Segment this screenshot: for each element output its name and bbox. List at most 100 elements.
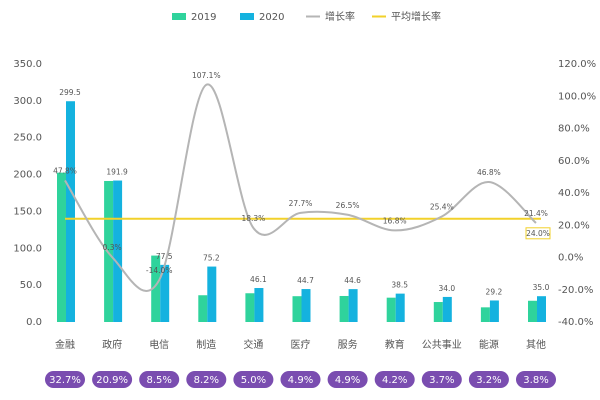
bar-2020 xyxy=(395,293,405,322)
y-tick-label: 0.0 xyxy=(26,317,42,328)
bar-2020 xyxy=(254,288,264,322)
y2-tick-label: 120.0% xyxy=(558,59,596,70)
y-tick-label: 300.0 xyxy=(13,96,42,107)
x-tick-label: 其他 xyxy=(526,338,546,351)
value-label: 299.5 xyxy=(59,88,81,97)
share-pill xyxy=(92,371,133,388)
share-pill xyxy=(468,371,509,388)
y-tick-label: 150.0 xyxy=(13,206,42,217)
share-label: 20.9% xyxy=(96,375,128,386)
x-tick-label: 制造 xyxy=(196,338,216,351)
share-label: 4.2% xyxy=(382,375,407,386)
legend-label: 增长率 xyxy=(325,10,355,23)
growth-label: 26.5% xyxy=(336,201,360,210)
y-tick-label: 200.0 xyxy=(13,170,42,181)
bar-2019 xyxy=(339,295,349,322)
bar-2019 xyxy=(292,296,302,322)
value-label: 44.6 xyxy=(344,276,361,285)
share-label: 3.7% xyxy=(429,375,454,386)
x-tick-label: 金融 xyxy=(55,338,75,351)
bar-2019 xyxy=(245,293,255,322)
value-label: 35.0 xyxy=(533,283,550,292)
x-tick-label: 电信 xyxy=(149,338,169,351)
y2-tick-label: 80.0% xyxy=(558,124,590,135)
value-label: 38.5 xyxy=(391,281,408,290)
growth-label: 21.4% xyxy=(524,209,548,218)
growth-label: 25.4% xyxy=(430,203,454,212)
x-tick-label: 公共事业 xyxy=(422,338,462,351)
legend-swatch xyxy=(240,13,254,20)
legend-label: 2020 xyxy=(259,12,284,23)
bar-2020 xyxy=(160,264,170,322)
average-label-box xyxy=(525,227,551,240)
bar-2020 xyxy=(301,289,311,322)
bar-2020 xyxy=(113,180,123,322)
share-label: 8.2% xyxy=(194,375,219,386)
share-pill xyxy=(327,371,368,388)
growth-label: 18.3% xyxy=(241,214,265,223)
growth-line xyxy=(64,83,537,292)
bar-2019 xyxy=(386,297,396,322)
y2-tick-label: -40.0% xyxy=(558,317,593,328)
share-pill xyxy=(374,371,415,388)
x-tick-label: 服务 xyxy=(338,338,358,351)
share-pill xyxy=(45,371,85,388)
x-tick-label: 能源 xyxy=(479,338,499,351)
share-pill xyxy=(233,371,274,388)
bar-2020 xyxy=(537,296,546,322)
average-label: 24.0% xyxy=(526,229,550,238)
y-tick-label: 350.0 xyxy=(13,59,42,70)
y2-tick-label: 60.0% xyxy=(558,156,590,167)
x-tick-label: 政府 xyxy=(102,338,122,351)
bar-2019 xyxy=(528,300,537,322)
bar-2019 xyxy=(433,302,443,322)
bar-2020 xyxy=(66,101,75,323)
legend-label: 平均增长率 xyxy=(391,10,441,23)
share-pill xyxy=(186,371,227,388)
growth-label: 16.8% xyxy=(383,216,407,225)
bar-2019 xyxy=(198,295,208,322)
x-tick-label: 教育 xyxy=(385,338,405,351)
value-label: 44.7 xyxy=(297,276,314,285)
share-pill xyxy=(421,371,462,388)
bar-2019 xyxy=(151,255,161,322)
value-label: 75.2 xyxy=(203,254,220,263)
value-label: 46.1 xyxy=(250,275,267,284)
share-pill xyxy=(516,371,556,388)
legend-label: 2019 xyxy=(191,12,216,23)
share-label: 8.5% xyxy=(146,375,171,386)
y-tick-label: 100.0 xyxy=(13,243,42,254)
growth-label: 27.7% xyxy=(289,199,313,208)
x-tick-label: 医疗 xyxy=(291,338,311,351)
value-label: 77.5 xyxy=(156,252,173,261)
legend-swatch xyxy=(172,13,186,20)
growth-label: 47.8% xyxy=(53,166,77,175)
share-label: 3.2% xyxy=(476,375,501,386)
bar-2019 xyxy=(57,172,66,322)
growth-label: 46.8% xyxy=(477,168,501,177)
value-label: 191.9 xyxy=(106,168,128,177)
y2-tick-label: 20.0% xyxy=(558,220,590,231)
x-tick-label: 交通 xyxy=(243,338,263,351)
share-label: 4.9% xyxy=(288,375,313,386)
value-label: 29.2 xyxy=(486,287,503,296)
growth-label: 107.1% xyxy=(192,71,221,80)
growth-label: 0.3% xyxy=(103,243,122,252)
bar-2020 xyxy=(207,266,217,322)
share-pill xyxy=(139,371,180,388)
y-tick-label: 50.0 xyxy=(20,280,42,291)
y-tick-label: 250.0 xyxy=(13,133,42,144)
growth-label: -14.0% xyxy=(146,266,173,275)
bar-2020 xyxy=(348,289,358,322)
bar-2020 xyxy=(442,296,452,322)
share-label: 32.7% xyxy=(49,375,81,386)
y2-tick-label: -20.0% xyxy=(558,285,593,296)
bar-2020 xyxy=(489,300,499,322)
share-label: 3.8% xyxy=(523,375,548,386)
share-label: 4.9% xyxy=(335,375,360,386)
y2-tick-label: 0.0% xyxy=(558,253,583,264)
value-label: 34.0 xyxy=(438,284,455,293)
share-label: 5.0% xyxy=(241,375,266,386)
y2-tick-label: 40.0% xyxy=(558,188,590,199)
